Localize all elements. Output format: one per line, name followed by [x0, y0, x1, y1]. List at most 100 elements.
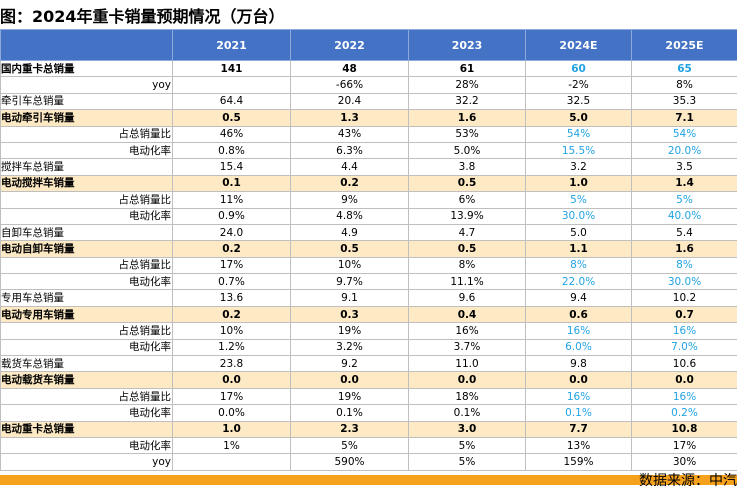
table-cell: 0.3	[291, 306, 409, 322]
table-cell: 15.4	[173, 159, 291, 175]
table-cell: 1.0	[526, 175, 632, 191]
table-cell: 1.4	[632, 175, 737, 191]
table-cell: 17%	[173, 257, 291, 273]
table-cell: 1%	[173, 437, 291, 453]
table-cell: 1.6	[632, 241, 737, 257]
table-cell: 0.0%	[173, 405, 291, 421]
column-header	[1, 30, 173, 61]
table-cell: 8%	[632, 77, 737, 93]
row-label: 占总销量比	[1, 388, 173, 404]
table-cell	[173, 454, 291, 470]
table-cell: 48	[291, 61, 409, 77]
table-cell: 24.0	[173, 224, 291, 240]
table-cell: 60	[526, 61, 632, 77]
table-cell: 3.8	[409, 159, 526, 175]
table-cell: 11%	[173, 192, 291, 208]
row-label: 占总销量比	[1, 192, 173, 208]
table-cell: 13.6	[173, 290, 291, 306]
table-cell: 0.5	[173, 110, 291, 126]
table-cell: 8%	[526, 257, 632, 273]
table-cell: 6.3%	[291, 142, 409, 158]
table-cell: 18%	[409, 388, 526, 404]
table-cell: 1.3	[291, 110, 409, 126]
table-cell: 23.8	[173, 356, 291, 372]
table-cell: 0.9%	[173, 208, 291, 224]
page-title: 图：2024年重卡销量预期情况（万台）	[0, 3, 285, 25]
footer-bar	[0, 475, 737, 485]
table-cell: 16%	[526, 323, 632, 339]
table-cell: 0.4	[409, 306, 526, 322]
table-cell: 9.6	[409, 290, 526, 306]
table-cell	[173, 77, 291, 93]
table-cell: 4.4	[291, 159, 409, 175]
row-label: 自卸车总销量	[1, 224, 173, 240]
column-header: 2025E	[632, 30, 737, 61]
table-cell: -66%	[291, 77, 409, 93]
table-cell: 4.7	[409, 224, 526, 240]
table-cell: 9.2	[291, 356, 409, 372]
table-cell: 54%	[526, 126, 632, 142]
table-cell: 17%	[632, 437, 737, 453]
table-cell: 0.2%	[632, 405, 737, 421]
table-cell: 13%	[526, 437, 632, 453]
table-cell: 64.4	[173, 93, 291, 109]
table-cell: 5.4	[632, 224, 737, 240]
row-label: 电动化率	[1, 142, 173, 158]
row-label: 占总销量比	[1, 126, 173, 142]
column-header: 2022	[291, 30, 409, 61]
table-cell: 0.5	[291, 241, 409, 257]
table-cell: 32.5	[526, 93, 632, 109]
column-header: 2021	[173, 30, 291, 61]
table-cell: 9%	[291, 192, 409, 208]
row-label: 电动专用车销量	[1, 306, 173, 322]
table-cell: 0.2	[173, 241, 291, 257]
table-cell: 10%	[173, 323, 291, 339]
row-label: 专用车总销量	[1, 290, 173, 306]
table-cell: 3.0	[409, 421, 526, 437]
row-label: 电动牵引车销量	[1, 110, 173, 126]
table-cell: 0.1%	[526, 405, 632, 421]
table-cell: 9.8	[526, 356, 632, 372]
table-cell: 9.4	[526, 290, 632, 306]
table-cell: 5%	[409, 454, 526, 470]
table-cell: 141	[173, 61, 291, 77]
column-header: 2023	[409, 30, 526, 61]
table-cell: 54%	[632, 126, 737, 142]
table-cell: 11.1%	[409, 274, 526, 290]
table-cell: 7.0%	[632, 339, 737, 355]
row-label: 载货车总销量	[1, 356, 173, 372]
table-cell: 9.1	[291, 290, 409, 306]
table-cell: 30.0%	[632, 274, 737, 290]
table-cell: 3.2	[526, 159, 632, 175]
table-cell: 11.0	[409, 356, 526, 372]
table-cell: 0.0	[526, 372, 632, 388]
row-label: 电动化率	[1, 437, 173, 453]
table-cell: 7.7	[526, 421, 632, 437]
table-cell: 15.5%	[526, 142, 632, 158]
table-cell: 0.6	[526, 306, 632, 322]
source-note: 数据来源：中汽	[639, 474, 737, 488]
table-cell: 46%	[173, 126, 291, 142]
table-cell: 65	[632, 61, 737, 77]
table-cell: 5.0	[526, 110, 632, 126]
row-label: 占总销量比	[1, 323, 173, 339]
table-cell: 20.0%	[632, 142, 737, 158]
table-cell: 4.9	[291, 224, 409, 240]
table-cell: 53%	[409, 126, 526, 142]
table-row: yoy-66%28%-2%8%	[1, 77, 737, 93]
table-cell: 1.0	[173, 421, 291, 437]
table-cell: 0.1	[173, 175, 291, 191]
